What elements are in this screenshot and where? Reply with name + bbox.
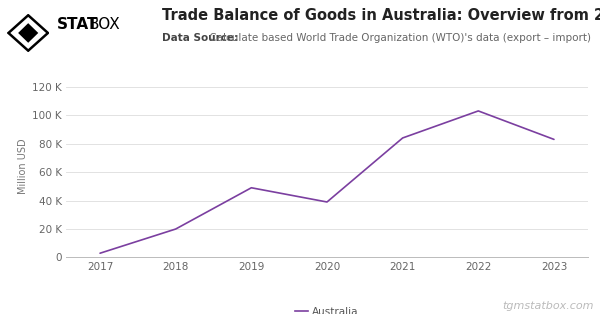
Text: Trade Balance of Goods in Australia: Overview from 2017 to 2023: Trade Balance of Goods in Australia: Ove… <box>162 8 600 23</box>
Text: Data Source:: Data Source: <box>162 33 238 43</box>
Polygon shape <box>8 15 48 51</box>
Text: STAT: STAT <box>57 17 98 32</box>
Text: BOX: BOX <box>89 17 121 32</box>
Legend: Australia: Australia <box>291 303 363 314</box>
Polygon shape <box>18 23 38 43</box>
Text: Calculate based World Trade Organization (WTO)'s data (export – import): Calculate based World Trade Organization… <box>206 33 591 43</box>
Text: tgmstatbox.com: tgmstatbox.com <box>503 301 594 311</box>
Y-axis label: Million USD: Million USD <box>18 138 28 194</box>
